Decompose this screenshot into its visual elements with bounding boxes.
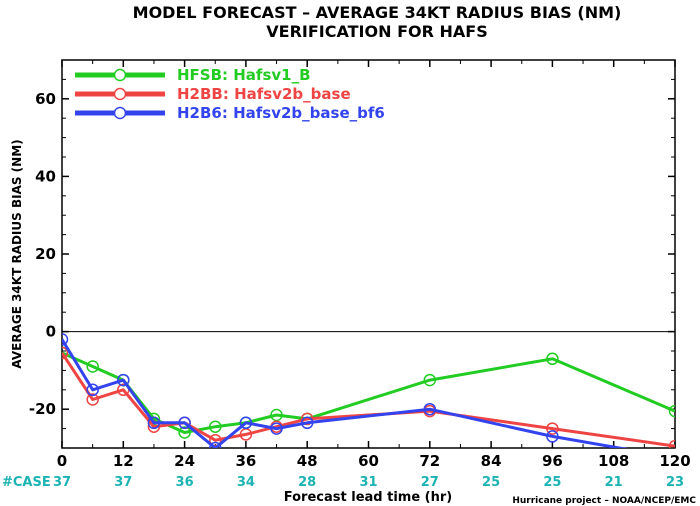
x-axis-label: Forecast lead time (hr) [284,490,452,505]
data-point-h2bb [668,439,675,448]
data-point-h2bb [62,346,69,360]
data-point-h2b6 [178,416,191,430]
x-tick-label: 36 [235,452,256,470]
chart-title-line1: MODEL FORECAST – AVERAGE 34KT RADIUS BIA… [133,3,622,22]
case-count: 27 [421,475,439,490]
data-point-h2b6 [300,416,314,430]
data-point-hfsb [209,420,222,433]
x-tick-label: 60 [358,452,379,470]
data-point-h2bb [86,393,99,406]
x-tick-label: 72 [419,452,440,470]
data-point-h2bb [209,433,222,447]
plot-area: -20 0 20 40 60 0 12 24 36 48 60 72 84 96 108 120 [29,59,691,470]
x-tick-label: 0 [57,452,67,470]
legend-marker-h2bb [113,87,127,101]
y-tick-label: 20 [35,245,56,263]
legend-marker-h2b6 [113,106,127,120]
data-point-h2b6 [86,383,99,397]
y-axis-label: AVERAGE 34KT RADIUS BIAS (NM) [10,139,24,368]
x-tick-label: 120 [659,452,690,470]
chart-title-line2: VERIFICATION FOR HAFS [266,22,487,41]
data-point-hfsb [668,404,675,418]
data-point-h2bb [546,422,559,435]
y-tick-label: 40 [35,167,56,185]
case-count: 37 [114,475,132,490]
x-tick-label: 96 [542,452,563,470]
series-layer [62,333,675,448]
x-tick-label: 108 [598,452,629,470]
y-tick-label: -20 [29,400,56,418]
legend-marker-hfsb [113,68,127,82]
data-point-hfsb [86,360,99,373]
y-tick-label: 0 [46,323,56,341]
data-point-hfsb [423,373,437,387]
x-tick-label: 48 [297,452,318,470]
legend-label-h2b6: H2B6: Hafsv2b_base_bf6 [177,104,385,122]
case-count: 31 [359,475,377,490]
case-count: 28 [298,475,316,490]
data-point-h2bb [300,412,314,426]
y-axis: -20 0 20 40 60 [29,59,675,449]
data-point-h2b6 [147,416,161,430]
data-point-h2b6 [270,422,283,435]
legend-label-h2bb: H2BB: Hafsv2b_base [177,85,351,103]
data-point-hfsb [546,352,559,366]
legend-label-hfsb: HFSB: Hafsv1_B [177,66,311,84]
case-label: #CASE [2,475,51,490]
data-point-h2b6 [423,402,437,416]
data-point-h2b6 [209,441,222,448]
case-count: 37 [53,475,71,490]
credit-text: Hurricane project – NOAA/NCEP/EMC [512,496,696,506]
case-count: 23 [666,475,684,490]
data-point-h2b6 [117,373,130,387]
case-count: 36 [176,475,194,490]
case-count: 21 [605,475,623,490]
x-tick-label: 84 [481,452,502,470]
data-point-h2b6 [239,416,253,430]
x-axis: 0 12 24 36 48 60 72 84 96 108 120 [57,60,691,470]
x-tick-label: 24 [174,452,195,470]
data-point-h2b6 [546,430,559,443]
data-point-hfsb [178,426,191,439]
case-count: 25 [482,475,500,490]
data-point-h2b6 [62,333,69,346]
case-count: 34 [237,475,255,490]
case-row: #CASE 37 37 36 34 28 31 27 25 25 21 23 [2,475,684,490]
y-tick-label: 60 [35,90,56,108]
x-tick-label: 12 [113,452,134,470]
case-count: 25 [543,475,561,490]
